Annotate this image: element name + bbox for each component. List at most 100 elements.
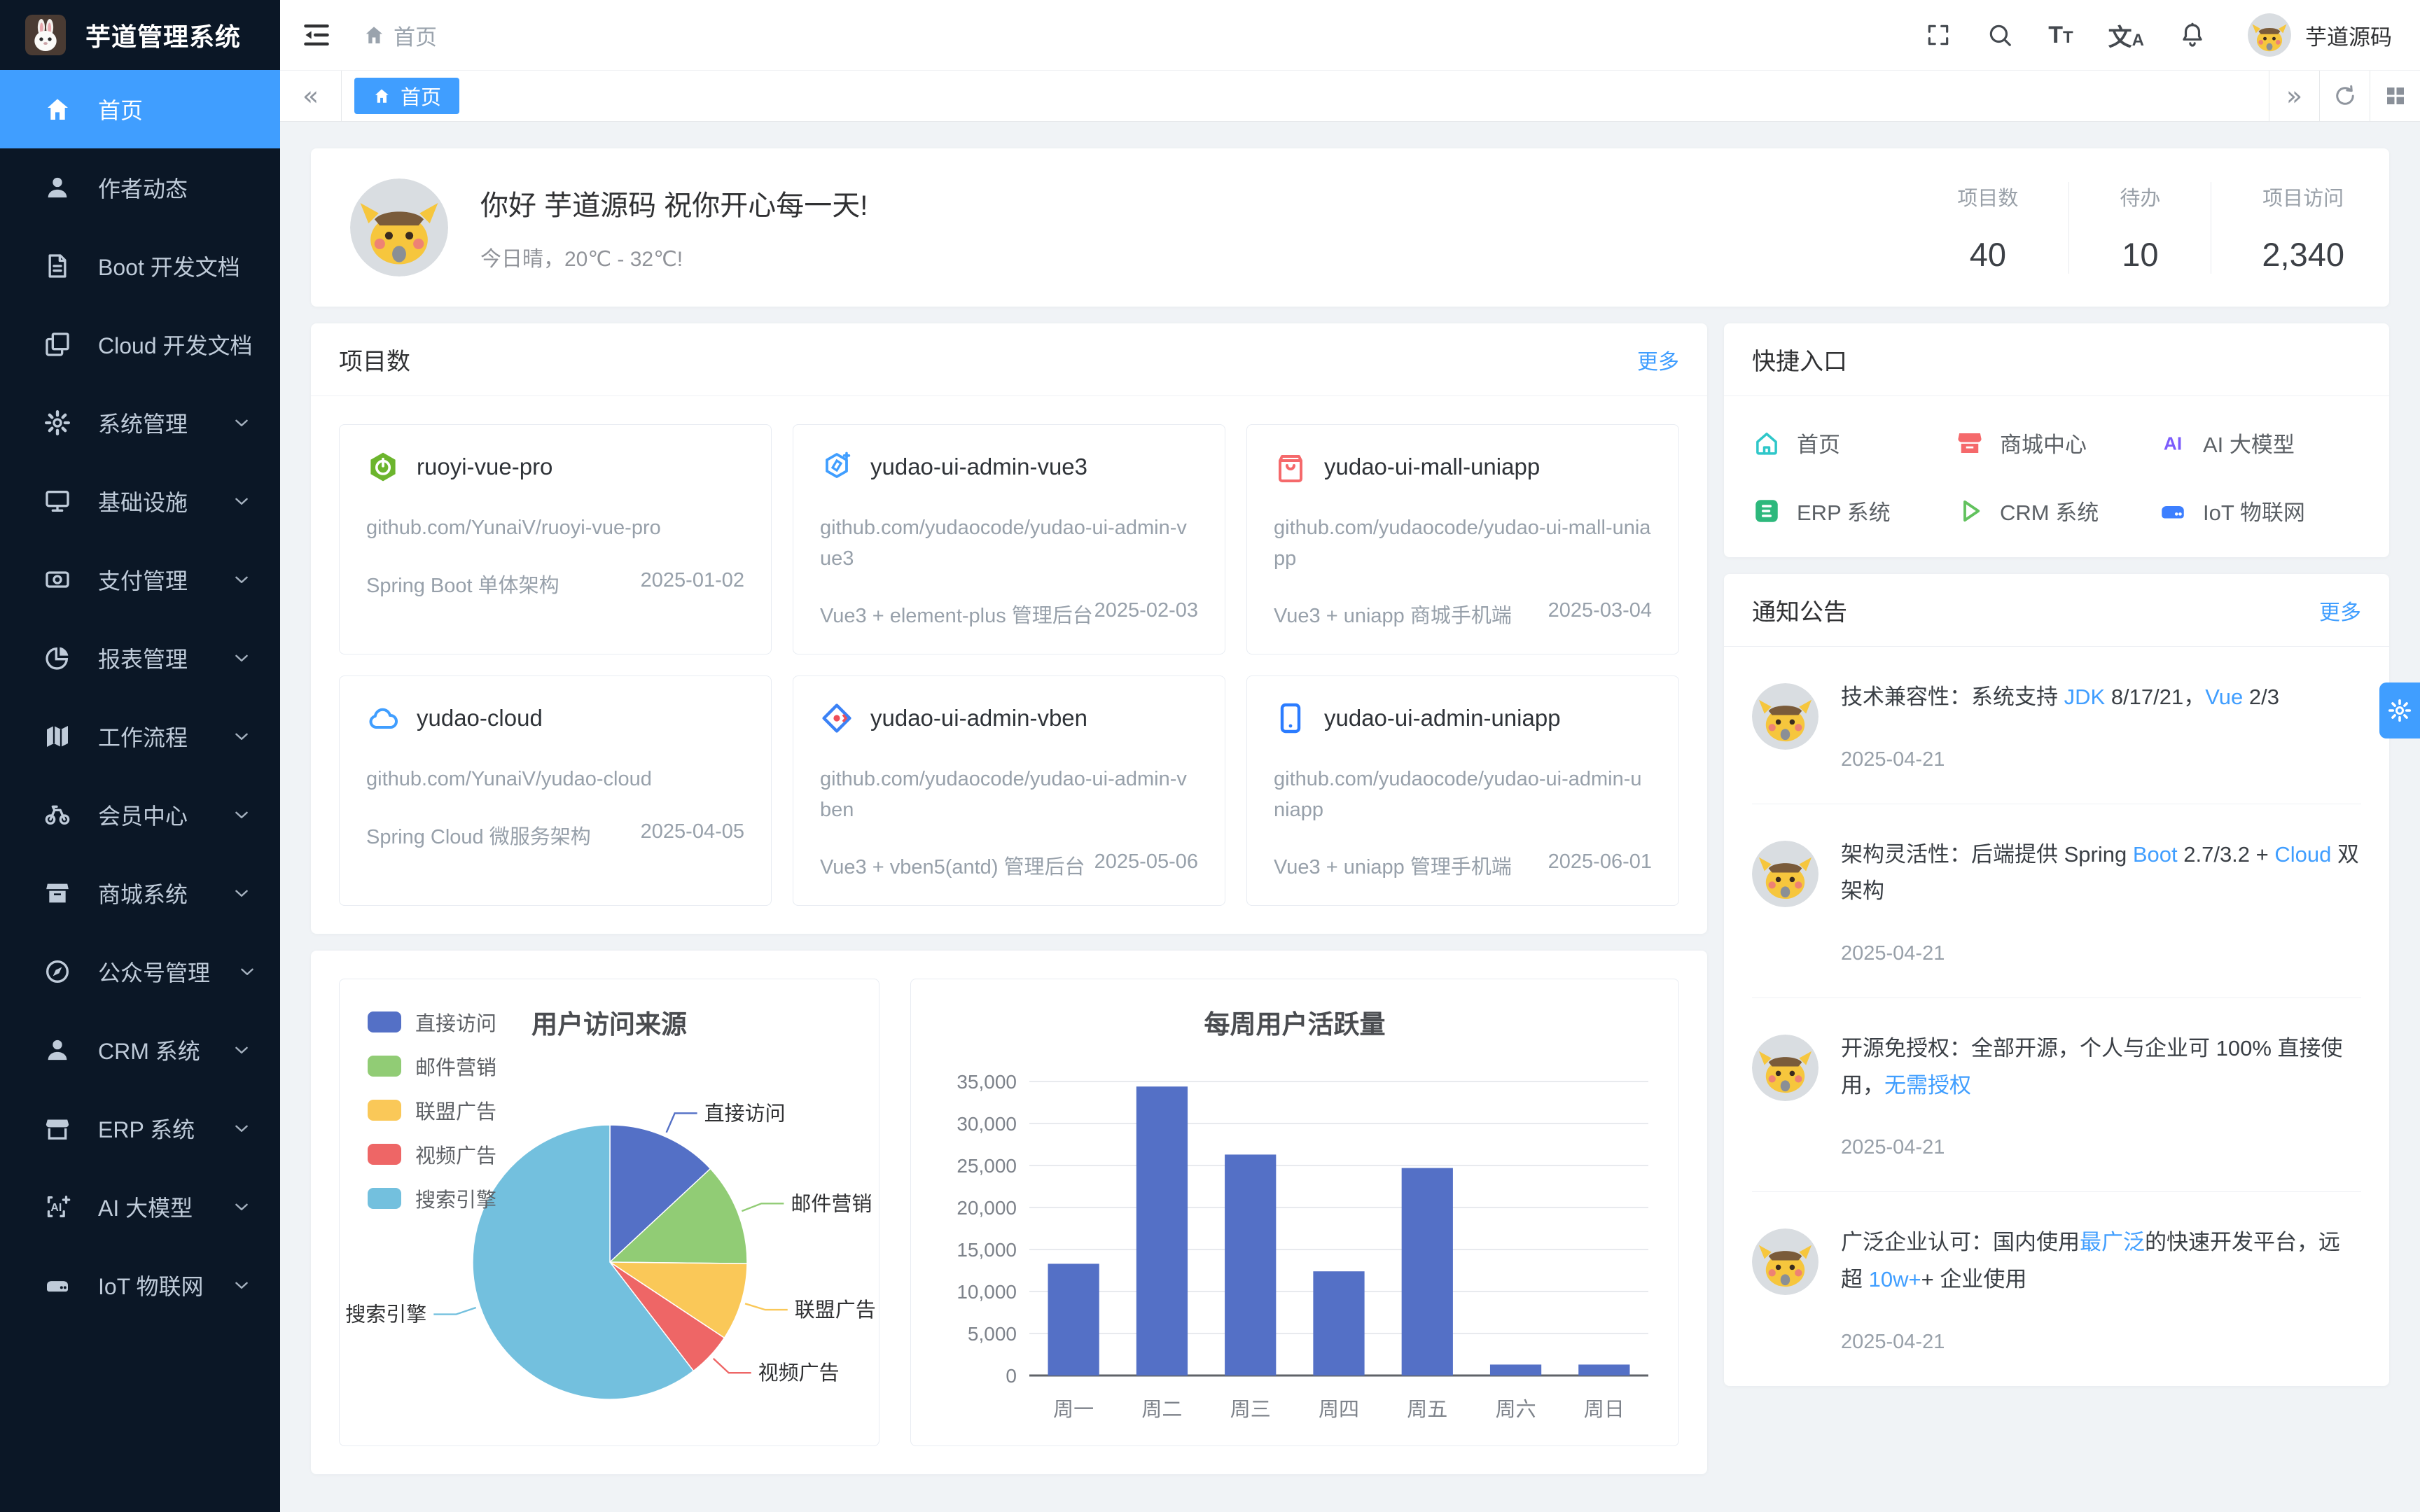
fullscreen-icon[interactable]	[1925, 22, 1952, 48]
sidebar-item-infra[interactable]: 基础设施	[0, 462, 280, 540]
settings-drawer-button[interactable]	[2379, 682, 2420, 738]
quick-entry-iot[interactable]: IoT 物联网	[2158, 495, 2361, 526]
project-card-footer: Vue3 + uniapp 商城手机端 2025-03-04	[1274, 599, 1652, 629]
chevron-down-icon	[231, 883, 252, 904]
svg-text:0: 0	[1006, 1365, 1017, 1387]
pie-chart-title: 用户访问来源	[531, 1010, 687, 1039]
user-menu[interactable]: 芋道源码	[2248, 13, 2392, 57]
project-name: yudao-ui-admin-vue3	[870, 454, 1088, 479]
language-icon[interactable]: 文A	[2108, 24, 2144, 51]
quick-entry-crm[interactable]: CRM 系统	[1955, 495, 2158, 526]
notice-title[interactable]: 开源免授权：全部开源，个人与企业可 100% 直接使用，无需授权	[1841, 1036, 2343, 1098]
gear-icon	[43, 409, 71, 437]
collapse-sidebar-icon[interactable]	[301, 20, 332, 50]
svg-text:周五: 周五	[1407, 1399, 1447, 1421]
project-card-footer: Vue3 + vben5(antd) 管理后台 2025-05-06	[820, 850, 1198, 880]
sidebar-item-workflow[interactable]: 工作流程	[0, 697, 280, 776]
sidebar-item-label: AI 大模型	[98, 1196, 193, 1221]
quick-entry-home[interactable]: 首页	[1752, 427, 1955, 458]
sidebar-item-payment[interactable]: 支付管理	[0, 540, 280, 619]
sidebar-item-label: 首页	[98, 98, 144, 123]
font-size-icon[interactable]: TT	[2048, 21, 2073, 48]
project-card-yudao-ui-admin-vben[interactable]: yudao-ui-admin-vben github.com/yudaocode…	[793, 676, 1225, 906]
sidebar-item-cloud-docs[interactable]: Cloud 开发文档	[0, 305, 280, 384]
tab-layout-menu-button[interactable]	[2370, 71, 2420, 121]
sidebar-item-mp[interactable]: 公众号管理	[0, 932, 280, 1011]
chevron-down-icon	[231, 648, 252, 668]
sidebar-item-label: 商城系统	[98, 882, 188, 907]
left-column: 项目数 更多 ruoyi-vue-pro github.com/YunaiV/r…	[311, 323, 1707, 1474]
sidebar-item-author[interactable]: 作者动态	[0, 148, 280, 227]
workflow-icon	[43, 722, 71, 750]
sidebar-item-boot-docs[interactable]: Boot 开发文档	[0, 227, 280, 305]
erp-icon	[1752, 496, 1781, 526]
pie-chart-card: 用户访问来源 直接访问 邮件营销 联盟广告 视频广告 搜索引擎 直接访问 邮件营销…	[339, 979, 879, 1446]
sidebar-item-label: Cloud 开发文档	[98, 333, 253, 358]
legend-item[interactable]: 联盟广告	[368, 1096, 496, 1125]
sidebar-item-label: Boot 开发文档	[98, 255, 240, 280]
svg-text:35,000: 35,000	[957, 1071, 1017, 1093]
shop-icon	[43, 879, 71, 907]
project-card-title: yudao-cloud	[366, 701, 744, 735]
sidebar-item-iot[interactable]: IoT 物联网	[0, 1246, 280, 1324]
search-icon[interactable]	[1987, 22, 2013, 48]
notice-body: 广泛企业认可：国内使用最广泛的快速开发平台，远超 10w++ 企业使用 2025…	[1841, 1224, 2361, 1353]
sidebar-item-member[interactable]: 会员中心	[0, 776, 280, 854]
legend-item[interactable]: 搜索引擎	[368, 1184, 496, 1213]
sidebar-item-report[interactable]: 报表管理	[0, 619, 280, 697]
sidebar-item-crm[interactable]: CRM 系统	[0, 1011, 280, 1089]
notice-title[interactable]: 架构灵活性：后端提供 Spring Boot 2.7/3.2 + Cloud 双…	[1841, 841, 2359, 904]
username: 芋道源码	[2305, 24, 2392, 50]
notices-more-link[interactable]: 更多	[2319, 601, 2361, 624]
notice-title[interactable]: 技术兼容性：系统支持 JDK 8/17/21，Vue 2/3	[1841, 685, 2279, 709]
app-title: 芋道管理系统	[85, 22, 242, 51]
legend-item[interactable]: 直接访问	[368, 1007, 496, 1037]
tabs-scroll-right-button[interactable]: »	[2269, 71, 2319, 121]
project-card-ruoyi-vue-pro[interactable]: ruoyi-vue-pro github.com/YunaiV/ruoyi-vu…	[339, 424, 772, 654]
legend-item[interactable]: 视频广告	[368, 1140, 496, 1169]
project-card-yudao-ui-admin-uniapp[interactable]: yudao-ui-admin-uniapp github.com/yudaoco…	[1246, 676, 1679, 906]
project-card-yudao-cloud[interactable]: yudao-cloud github.com/YunaiV/yudao-clou…	[339, 676, 772, 906]
legend-item[interactable]: 邮件营销	[368, 1051, 496, 1081]
tab-label: 首页	[401, 87, 442, 109]
chevron-down-icon	[237, 961, 258, 982]
charts-panel: 用户访问来源 直接访问 邮件营销 联盟广告 视频广告 搜索引擎 直接访问 邮件营销…	[311, 951, 1707, 1474]
home-icon	[1752, 428, 1781, 458]
projects-more-link[interactable]: 更多	[1637, 350, 1679, 374]
stat-value: 2,340	[2262, 235, 2344, 273]
tabs-scroll-left-button[interactable]: «	[280, 71, 342, 121]
svg-text:周二: 周二	[1141, 1399, 1182, 1421]
sidebar-item-system[interactable]: 系统管理	[0, 384, 280, 462]
project-desc: Spring Cloud 微服务架构	[366, 825, 591, 848]
project-card-yudao-ui-admin-vue3[interactable]: yudao-ui-admin-vue3 github.com/yudaocode…	[793, 424, 1225, 654]
quick-entry-mall[interactable]: 商城中心	[1955, 427, 2158, 458]
svg-text:周四: 周四	[1319, 1399, 1359, 1421]
sidebar-item-ai[interactable]: AI AI 大模型	[0, 1168, 280, 1246]
bar-chart: 0 5,000 10,000 15,000 20,000 25,000 30,000 35,0…	[957, 1071, 1648, 1421]
svg-text:搜索引擎: 搜索引擎	[345, 1303, 426, 1326]
sidebar-item-erp[interactable]: ERP 系统	[0, 1089, 280, 1168]
notice-item: 开源免授权：全部开源，个人与企业可 100% 直接使用，无需授权 2025-04…	[1752, 998, 2361, 1193]
panel-title: 通知公告	[1752, 599, 1847, 626]
svg-text:联盟广告: 联盟广告	[795, 1298, 876, 1322]
refresh-tab-button[interactable]	[2319, 71, 2370, 121]
sidebar-item-mall[interactable]: 商城系统	[0, 854, 280, 932]
notice-item: 架构灵活性：后端提供 Spring Boot 2.7/3.2 + Cloud 双…	[1752, 804, 2361, 999]
bell-icon[interactable]	[2179, 22, 2206, 48]
sidebar-item-label: 基础设施	[98, 490, 188, 515]
project-repo: github.com/yudaocode/yudao-ui-admin-vue3	[820, 517, 1187, 570]
quick-entry-ai[interactable]: AI AI 大模型	[2158, 427, 2361, 458]
notice-title[interactable]: 广泛企业认可：国内使用最广泛的快速开发平台，远超 10w++ 企业使用	[1841, 1230, 2340, 1292]
sidebar-item-label: 报表管理	[98, 647, 188, 672]
project-name: ruoyi-vue-pro	[417, 454, 553, 479]
sidebar-item-label: IoT 物联网	[98, 1274, 204, 1299]
chevron-down-icon	[231, 1275, 252, 1296]
sidebar-item-label: 作者动态	[98, 176, 188, 202]
project-repo: github.com/yudaocode/yudao-ui-mall-uniap…	[1274, 517, 1651, 570]
tab-home[interactable]: 首页	[354, 78, 460, 114]
quick-entry-erp[interactable]: ERP 系统	[1752, 495, 1955, 526]
project-card-yudao-ui-mall-uniapp[interactable]: yudao-ui-mall-uniapp github.com/yudaocod…	[1246, 424, 1679, 654]
sidebar-item-home[interactable]: 首页	[0, 70, 280, 148]
breadcrumb[interactable]: 首页	[363, 20, 437, 51]
